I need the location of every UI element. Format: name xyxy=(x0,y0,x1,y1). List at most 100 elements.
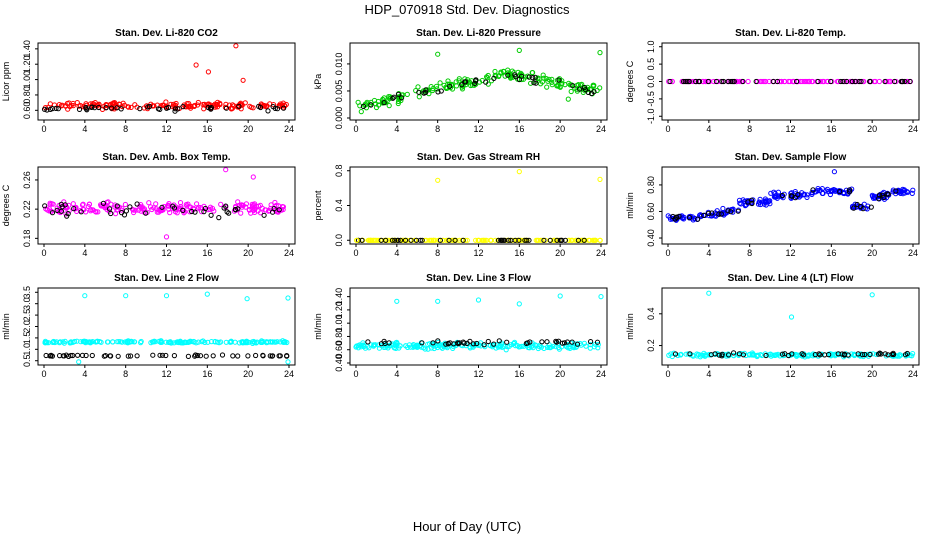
data-point xyxy=(849,78,855,85)
y-tick-label: 3.0 xyxy=(22,297,32,310)
data-point xyxy=(709,210,715,216)
y-tick-label: 2.0 xyxy=(22,320,32,333)
data-point xyxy=(712,351,718,357)
data-point xyxy=(716,352,722,358)
data-point xyxy=(164,203,171,209)
data-point xyxy=(176,339,182,346)
x-tick-label: 24 xyxy=(284,369,294,379)
x-tick-label: 0 xyxy=(41,248,46,258)
data-point xyxy=(395,237,401,243)
data-point xyxy=(391,94,397,100)
x-tick-label: 16 xyxy=(514,248,524,258)
data-point xyxy=(368,102,374,108)
data-point xyxy=(218,201,224,207)
data-point xyxy=(76,359,82,365)
data-point xyxy=(172,106,178,112)
data-point xyxy=(716,211,722,217)
data-point xyxy=(114,105,120,111)
data-point xyxy=(265,339,271,345)
data-point xyxy=(900,186,906,192)
data-point xyxy=(47,200,53,206)
data-point xyxy=(365,237,371,243)
data-point xyxy=(491,75,497,82)
data-point xyxy=(597,50,603,56)
data-point xyxy=(594,87,600,94)
data-point xyxy=(581,237,587,243)
data-point xyxy=(143,210,149,216)
data-point xyxy=(475,237,481,243)
data-point xyxy=(150,339,157,345)
data-point xyxy=(564,339,571,345)
panel-y-axis-label: percent xyxy=(313,190,323,221)
data-point xyxy=(884,191,890,197)
data-point xyxy=(569,237,575,243)
x-tick-label: 4 xyxy=(82,124,87,134)
data-point xyxy=(846,189,853,195)
data-point xyxy=(208,339,215,345)
data-point xyxy=(847,187,853,193)
x-tick-label: 20 xyxy=(243,124,253,134)
data-point xyxy=(376,342,382,348)
data-point xyxy=(187,103,193,110)
data-point xyxy=(49,210,56,216)
y-tick-label: 1.5 xyxy=(22,332,32,345)
data-point xyxy=(270,353,276,359)
data-point xyxy=(272,199,278,206)
panel-title: Stan. Dev. Li-820 Temp. xyxy=(735,28,846,39)
data-point xyxy=(247,103,253,110)
y-tick-label: 0.0 xyxy=(334,234,344,247)
data-point xyxy=(192,353,198,359)
x-tick-label: 24 xyxy=(596,248,606,258)
panel-line4: Stan. Dev. Line 4 (LT) Flow ml/min 0 4 8 12 16… xyxy=(625,273,920,379)
data-point xyxy=(204,291,210,297)
y-tick-label: 0.80 xyxy=(22,86,32,104)
data-point xyxy=(259,339,265,345)
data-point xyxy=(810,351,816,357)
data-point xyxy=(281,102,287,109)
panel-title: Stan. Dev. Li-820 CO2 xyxy=(115,28,218,39)
data-point xyxy=(172,108,178,114)
data-point xyxy=(456,76,462,82)
data-point xyxy=(528,80,534,86)
data-point xyxy=(80,338,87,345)
panel-y-axis-label: Licor ppm xyxy=(1,62,11,102)
x-tick-label: 20 xyxy=(867,248,877,258)
data-point xyxy=(475,297,482,303)
data-point xyxy=(224,209,230,215)
data-point xyxy=(148,340,154,346)
x-tick-label: 20 xyxy=(555,248,565,258)
data-point xyxy=(462,76,468,82)
data-point xyxy=(689,214,696,220)
x-tick-label: 8 xyxy=(123,248,128,258)
x-tick-label: 12 xyxy=(161,248,171,258)
data-point xyxy=(437,80,443,86)
data-point xyxy=(277,339,283,345)
figure-x-axis-label: Hour of Day (UTC) xyxy=(413,519,521,534)
x-tick-label: 4 xyxy=(706,248,711,258)
data-point xyxy=(236,103,242,109)
data-point xyxy=(826,352,832,358)
data-point xyxy=(544,339,550,345)
data-point xyxy=(871,193,878,199)
data-point xyxy=(376,102,382,108)
data-point xyxy=(456,340,463,346)
data-point xyxy=(125,353,131,359)
data-point xyxy=(706,213,712,219)
data-point xyxy=(425,341,431,347)
data-point xyxy=(434,344,440,351)
data-point xyxy=(395,91,401,97)
data-point xyxy=(193,340,199,346)
data-point xyxy=(251,202,257,208)
data-point xyxy=(867,351,873,358)
data-point xyxy=(757,196,763,202)
data-point xyxy=(223,167,229,173)
data-point xyxy=(828,78,834,85)
data-point xyxy=(163,293,170,299)
data-point xyxy=(892,78,898,85)
data-point xyxy=(108,102,114,109)
data-point xyxy=(678,351,684,357)
data-point xyxy=(876,196,882,202)
data-point xyxy=(78,339,84,345)
data-point xyxy=(274,106,281,112)
data-point xyxy=(410,342,417,348)
